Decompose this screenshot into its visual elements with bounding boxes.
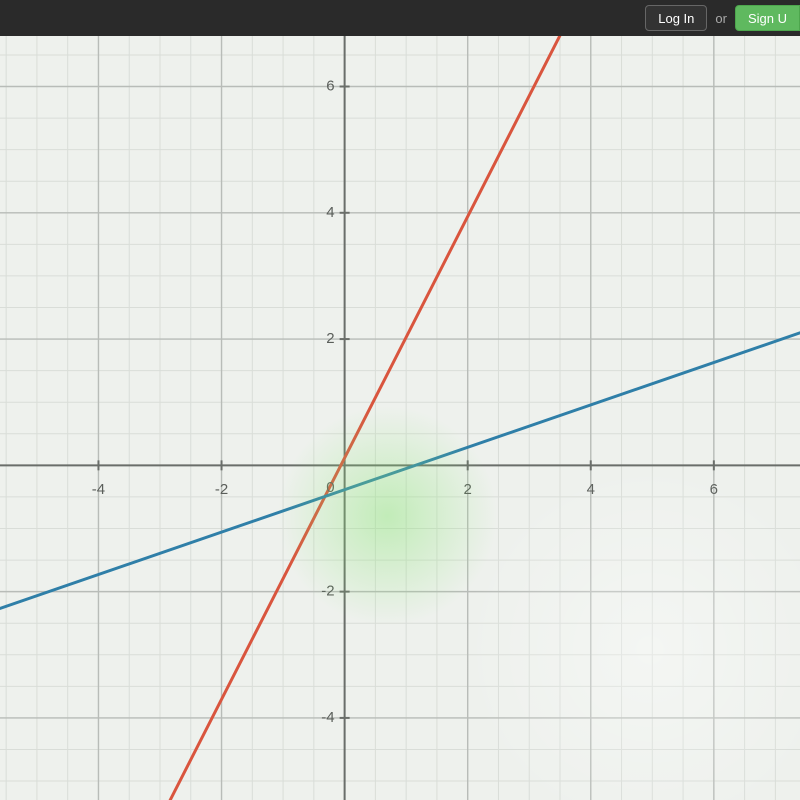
svg-text:4: 4	[326, 204, 334, 221]
graph-area[interactable]: -4 -2 2 4 6 -4 -2 2 4 6 0	[0, 36, 800, 800]
login-button[interactable]: Log In	[645, 5, 707, 31]
svg-text:6: 6	[710, 481, 718, 498]
blue-line	[0, 320, 800, 617]
svg-text:-4: -4	[92, 481, 105, 498]
svg-text:4: 4	[587, 481, 595, 498]
or-text: or	[715, 11, 727, 26]
major-gridlines	[0, 36, 800, 800]
svg-text:-2: -2	[215, 481, 228, 498]
plot-lines	[0, 36, 800, 800]
svg-text:2: 2	[464, 481, 472, 498]
svg-text:2: 2	[326, 330, 334, 347]
red-line	[148, 36, 566, 800]
signup-label: Sign U	[748, 11, 787, 26]
svg-text:-2: -2	[321, 583, 334, 600]
minor-gridlines	[0, 36, 800, 800]
coordinate-graph: -4 -2 2 4 6 -4 -2 2 4 6 0	[0, 36, 800, 800]
svg-text:-4: -4	[321, 709, 334, 726]
tick-labels: -4 -2 2 4 6 -4 -2 2 4 6 0	[92, 77, 718, 725]
signup-button[interactable]: Sign U	[735, 5, 800, 31]
svg-text:6: 6	[326, 77, 334, 94]
login-label: Log In	[658, 11, 694, 26]
axes	[0, 36, 800, 800]
top-bar: Log In or Sign U	[0, 0, 800, 36]
svg-text:0: 0	[326, 479, 334, 496]
